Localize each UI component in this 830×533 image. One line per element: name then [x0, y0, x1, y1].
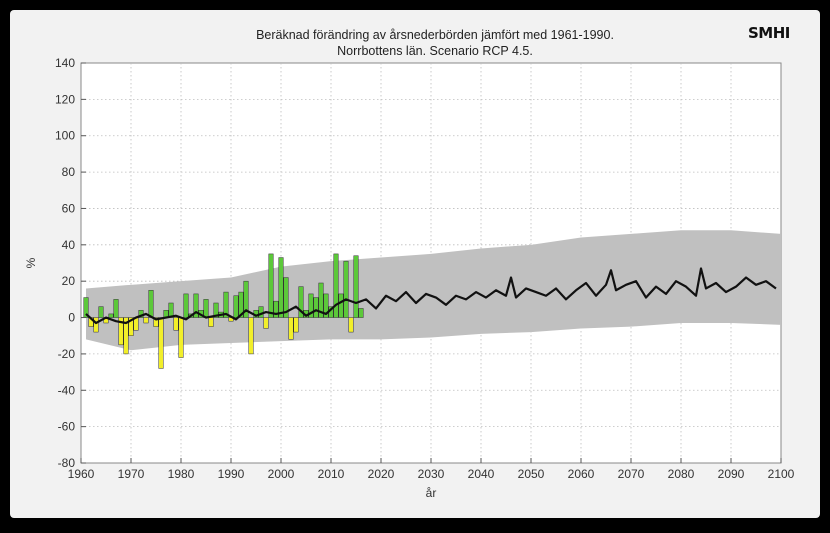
chart-frame: Beräknad förändring av årsnederbörden jä…: [10, 10, 820, 518]
y-tick-label: 140: [55, 56, 75, 70]
x-tick-label: 2100: [768, 467, 795, 481]
observed-bar: [278, 257, 284, 318]
observed-bar: [313, 297, 319, 318]
observed-bar: [208, 317, 214, 327]
y-tick-label: 20: [62, 274, 76, 288]
observed-bar: [333, 253, 339, 318]
y-tick-label: 80: [62, 165, 76, 179]
observed-bar: [143, 317, 149, 324]
observed-bar: [243, 280, 249, 318]
observed-bar: [213, 302, 219, 318]
y-tick-label: -60: [58, 420, 76, 434]
x-tick-label: 2090: [718, 467, 745, 481]
observed-bar: [108, 313, 114, 318]
observed-bar: [148, 290, 154, 318]
observed-bar: [348, 317, 354, 333]
y-tick-labels: -80 -60 -40 -20 0 20 40 60 80 100 120 140: [55, 56, 86, 470]
observed-bar: [308, 293, 314, 318]
observed-bar: [113, 299, 119, 318]
smhi-logo: SMHI: [748, 24, 790, 42]
y-tick-label: -40: [58, 383, 76, 397]
observed-bar: [223, 291, 229, 318]
x-tick-label: 2070: [618, 467, 645, 481]
chart-title: Beräknad förändring av årsnederbörden jä…: [256, 28, 614, 42]
x-tick-label: 2000: [268, 467, 295, 481]
observed-bar: [93, 317, 99, 333]
range-band-area: [86, 230, 781, 351]
observed-bar: [203, 299, 209, 318]
observed-bar: [193, 293, 199, 318]
x-tick-label: 1960: [68, 467, 95, 481]
observed-bar: [98, 306, 104, 318]
y-tick-label: 0: [68, 311, 75, 325]
observed-bar: [283, 277, 289, 318]
observed-bar: [118, 317, 124, 346]
observed-bar: [248, 317, 254, 355]
observed-bar: [158, 317, 164, 369]
mean-line: [85, 267, 777, 325]
mean-series-line: [85, 267, 777, 325]
observed-bar: [268, 253, 274, 318]
observed-bar: [173, 317, 179, 331]
precipitation-chart: Beräknad förändring av årsnederbörden jä…: [24, 24, 795, 500]
observed-bars: [83, 253, 364, 369]
observed-bar: [263, 317, 269, 329]
observed-bar: [273, 300, 279, 318]
y-tick-label: 60: [62, 201, 76, 215]
observed-bar: [183, 293, 189, 318]
y-tick-label: 40: [62, 238, 76, 252]
y-tick-label: -20: [58, 347, 76, 361]
y-tick-label: 120: [55, 92, 75, 106]
observed-bar: [323, 293, 329, 318]
observed-bar: [153, 317, 159, 327]
y-tick-label: 100: [55, 129, 75, 143]
chart-subtitle: Norrbottens län. Scenario RCP 4.5.: [337, 44, 533, 58]
x-tick-label: 2010: [318, 467, 345, 481]
y-axis-label: %: [24, 257, 38, 268]
y-tick-label: -80: [58, 456, 76, 470]
x-tick-label: 2030: [418, 467, 445, 481]
x-tick-label: 1990: [218, 467, 245, 481]
x-tick-labels: 1960 1970 1980 1990 2000 2010 2020 2030 2040 2050…: [68, 458, 795, 481]
observed-bar: [358, 308, 364, 318]
x-tick-label: 2050: [518, 467, 545, 481]
observed-bar: [178, 317, 184, 358]
x-tick-label: 2020: [368, 467, 395, 481]
observed-bar: [128, 317, 134, 336]
x-axis-label: år: [426, 486, 437, 500]
x-tick-label: 1970: [118, 467, 145, 481]
ensemble-range-band: [86, 230, 781, 351]
observed-bar: [338, 293, 344, 318]
x-tick-label: 1980: [168, 467, 195, 481]
observed-bar: [288, 317, 294, 340]
observed-bar: [233, 295, 239, 318]
observed-bar: [318, 282, 324, 318]
observed-bar: [238, 291, 244, 318]
x-tick-label: 2060: [568, 467, 595, 481]
observed-bar: [353, 255, 359, 318]
observed-bar: [123, 317, 129, 355]
x-tick-label: 2040: [468, 467, 495, 481]
observed-bar: [298, 286, 304, 318]
observed-bar: [258, 306, 264, 318]
x-tick-label: 2080: [668, 467, 695, 481]
observed-bar: [293, 317, 299, 333]
observed-bar: [343, 260, 349, 318]
